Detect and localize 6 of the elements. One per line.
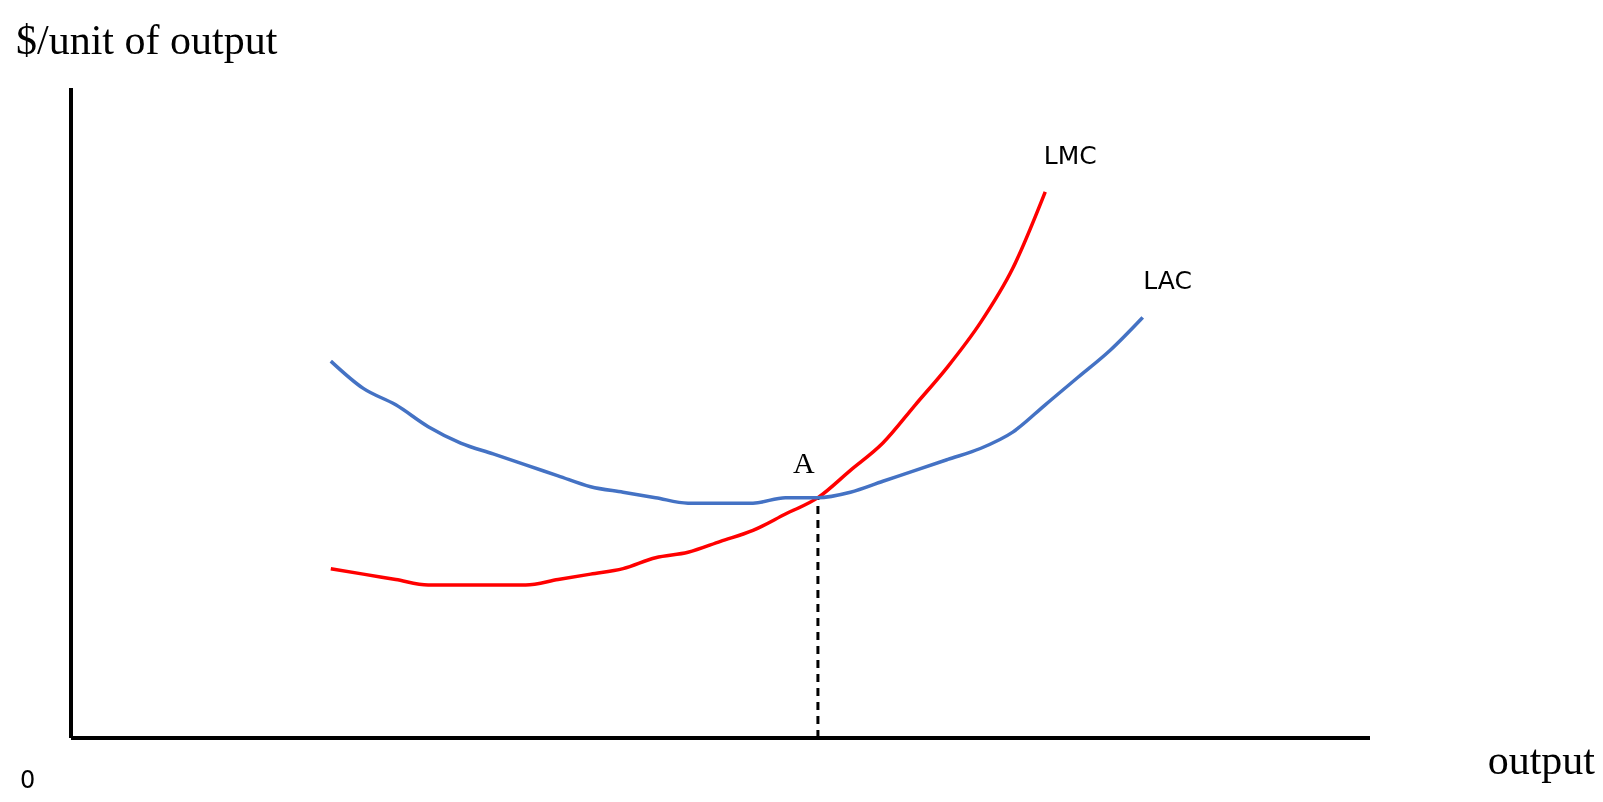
series-label: LAC xyxy=(1143,266,1192,296)
x-axis-title: output xyxy=(1487,736,1595,784)
text: 0 xyxy=(20,766,36,794)
annotation: A xyxy=(793,446,815,480)
y-axis-title: $/unit of output xyxy=(16,16,278,64)
series-label: LMC xyxy=(1043,140,1097,170)
